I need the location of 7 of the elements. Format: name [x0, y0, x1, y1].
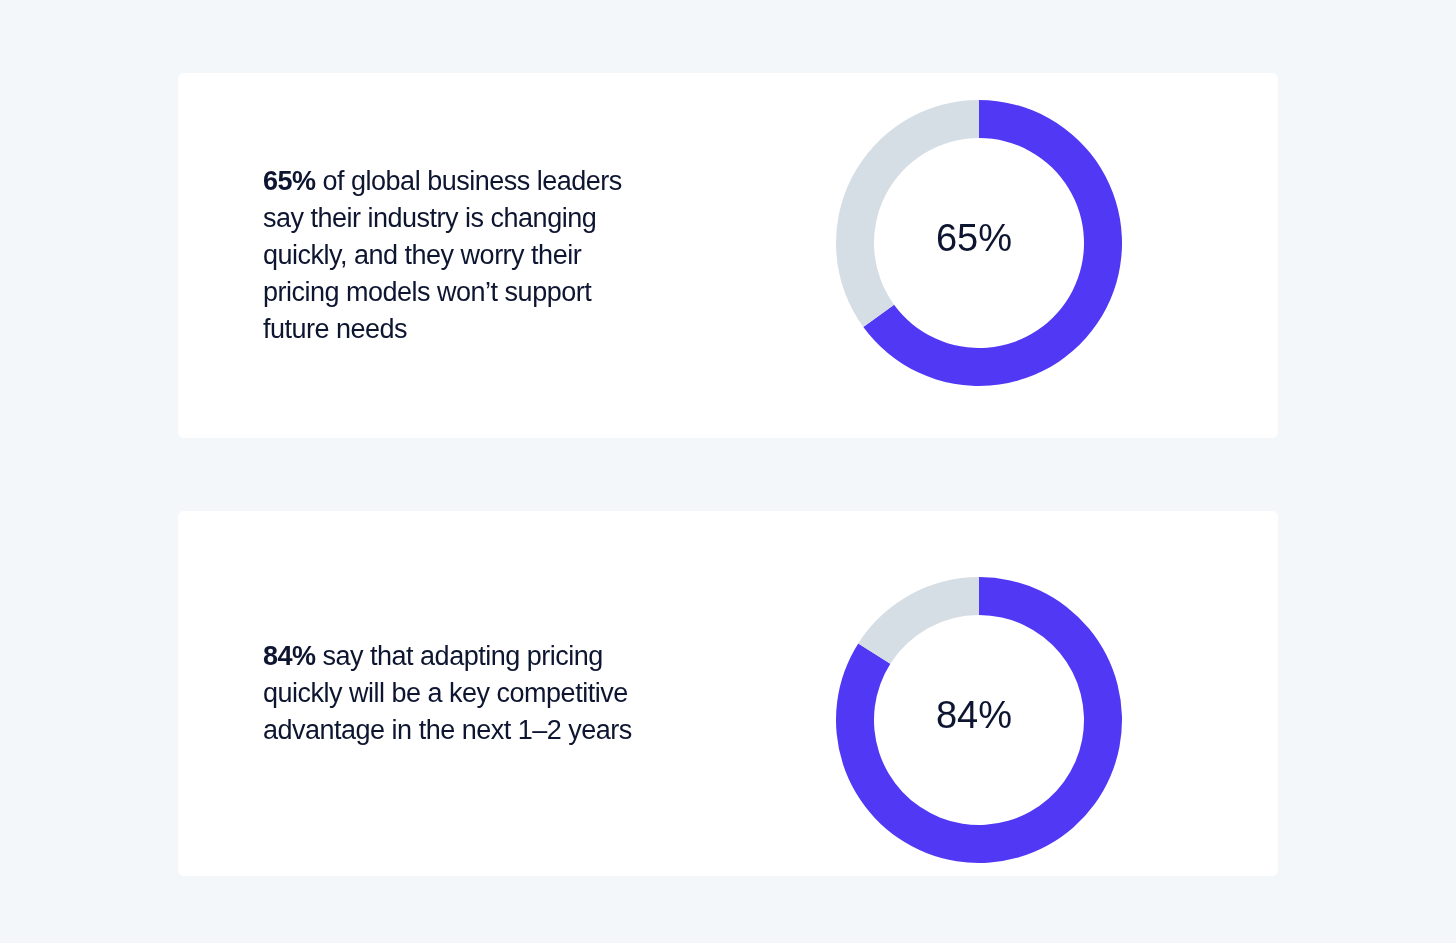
- text: 65%: [935, 217, 1013, 260]
- text: 65% of global business leaders say their industry is changing quickly, and they worry their pricing models won’t support future needs: [263, 165, 623, 346]
- donut-slice: [863, 100, 1122, 386]
- text: 84% say that adapting pricing quickly will be a key competitive advantage in the next 1–2 years: [263, 640, 633, 747]
- text: 84%: [935, 694, 1013, 737]
- donut-slice: [836, 577, 1122, 863]
- donut-slice: [858, 577, 979, 664]
